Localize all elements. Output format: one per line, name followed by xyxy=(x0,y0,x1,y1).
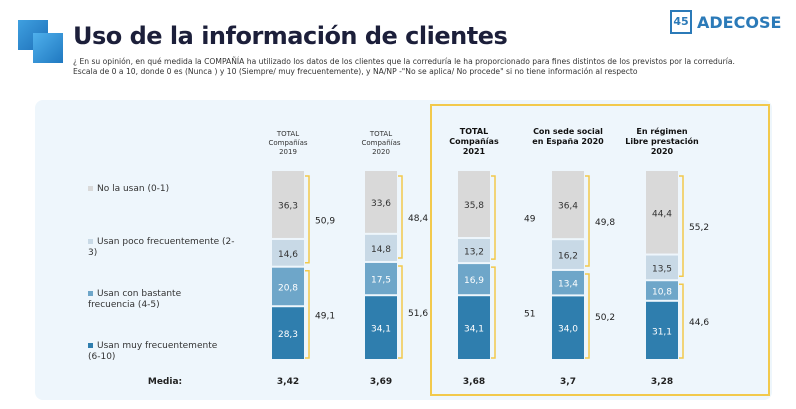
top-bracket xyxy=(679,175,684,277)
column-header: Con sede social en España 2020 xyxy=(532,127,604,146)
data-label: 34,1 xyxy=(371,325,391,335)
media-label: Media: xyxy=(147,377,183,387)
data-label: 13,2 xyxy=(464,248,484,258)
legend-item-muy: Usan muy frecuentemente (6-10) xyxy=(88,341,218,362)
data-label: 34,0 xyxy=(558,325,578,335)
bar-segment xyxy=(646,301,678,359)
media-value: 3,7 xyxy=(560,377,576,387)
highlight-2021-box xyxy=(430,104,770,396)
bar-segment xyxy=(365,234,397,261)
data-label: 34,1 xyxy=(464,325,484,335)
media-value: 3,68 xyxy=(462,377,486,387)
bar-segment xyxy=(646,171,678,254)
data-label: 36,4 xyxy=(558,202,578,212)
data-label: 31,1 xyxy=(652,327,672,337)
bar-segment xyxy=(458,239,490,263)
bar-segment xyxy=(552,171,584,239)
bar-segment xyxy=(272,307,304,359)
top-bracket xyxy=(398,175,403,259)
legend-item-nunca: No la usan (0-1) xyxy=(88,184,169,195)
bar-segment xyxy=(272,171,304,238)
logo-text: ADECOSE xyxy=(697,12,782,32)
data-label: 14,8 xyxy=(371,245,391,255)
bar-segment xyxy=(272,267,304,306)
bar-segment xyxy=(458,264,490,295)
data-label: 14,6 xyxy=(278,250,298,260)
top-bracket xyxy=(491,175,496,260)
data-label: 44,4 xyxy=(652,209,672,219)
bar-segment xyxy=(458,171,490,238)
bar-segment xyxy=(365,296,397,359)
column-header: En régimen Libre prestación 2020 xyxy=(625,127,699,156)
page-title: Uso de la información de clientes xyxy=(73,22,508,50)
data-label: 13,5 xyxy=(652,264,672,274)
top-bracket xyxy=(585,175,590,267)
column-header: TOTAL Compañías 2019 xyxy=(268,130,308,156)
bottom-total-label: 50,2 xyxy=(595,313,615,323)
data-label: 20,8 xyxy=(278,283,298,293)
bar-segment xyxy=(272,239,304,266)
column-header: TOTAL Compañías 2020 xyxy=(361,130,401,156)
data-label: 16,9 xyxy=(464,276,484,286)
data-label: 17,5 xyxy=(371,276,391,286)
bar-segment xyxy=(646,281,678,300)
subtitle: ¿ En su opinión, en qué medida la COMPAÑ… xyxy=(73,57,735,76)
bottom-bracket xyxy=(305,269,310,359)
bar-segment xyxy=(552,296,584,359)
top-total-label: 49 xyxy=(524,215,536,225)
bar-segment xyxy=(458,296,490,359)
media-value: 3,69 xyxy=(369,377,393,387)
bar-segment xyxy=(552,270,584,295)
data-label: 16,2 xyxy=(558,252,578,262)
bottom-bracket xyxy=(585,273,590,359)
data-label: 35,8 xyxy=(464,201,484,211)
top-bracket xyxy=(305,175,310,264)
legend-item-poco: Usan poco frecuentemente (2-3) xyxy=(88,237,235,258)
column-header: TOTAL Compañías 2021 xyxy=(449,127,499,156)
top-total-label: 50,9 xyxy=(315,216,335,226)
bottom-total-label: 49,1 xyxy=(315,311,335,321)
data-label: 28,3 xyxy=(278,330,298,340)
data-label: 33,6 xyxy=(371,199,391,209)
data-label: 10,8 xyxy=(652,288,672,298)
bottom-bracket xyxy=(679,283,684,359)
top-total-label: 48,4 xyxy=(408,214,428,224)
bar-segment xyxy=(365,262,397,295)
media-value: 3,42 xyxy=(276,377,300,387)
logo-number: 45 xyxy=(670,10,692,34)
media-value: 3,28 xyxy=(650,377,674,387)
bar-segment xyxy=(552,240,584,269)
bottom-total-label: 51 xyxy=(524,310,535,320)
top-total-label: 55,2 xyxy=(689,223,709,233)
bottom-bracket xyxy=(491,266,496,359)
data-label: 13,4 xyxy=(558,280,578,290)
bar-segment xyxy=(646,255,678,280)
bottom-bracket xyxy=(398,265,403,359)
bar-segment xyxy=(365,171,397,233)
top-total-label: 49,8 xyxy=(595,218,615,228)
bottom-total-label: 44,6 xyxy=(689,318,709,328)
adecose-logo: 45 ADECOSE xyxy=(670,10,781,34)
data-label: 36,3 xyxy=(278,201,298,211)
bottom-total-label: 51,6 xyxy=(408,309,428,319)
legend-item-bastante: Usan con bastante frecuencia (4-5) xyxy=(88,289,182,310)
logo-square-2 xyxy=(33,33,63,63)
